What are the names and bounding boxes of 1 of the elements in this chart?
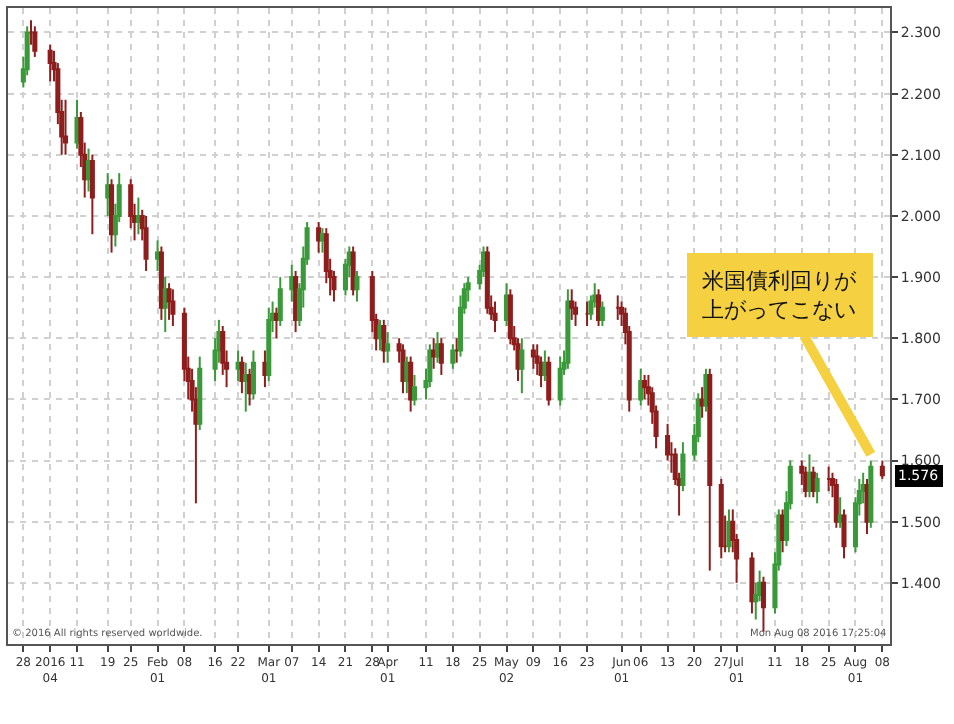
annotation: 米国債利回りが上がってこない	[702, 268, 858, 323]
